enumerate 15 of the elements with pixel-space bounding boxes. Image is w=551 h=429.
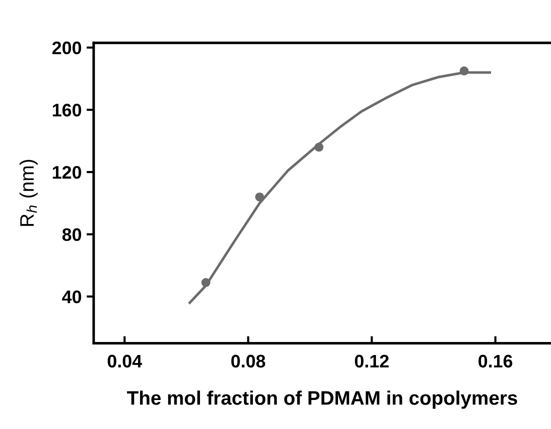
y-tick-label: 200: [52, 42, 82, 54]
x-tick-label: 0.16: [478, 354, 512, 368]
x-tick-label: 0.04: [108, 354, 142, 368]
point: [460, 66, 469, 76]
x-axis-title: The mol fraction of PDMAM in copolymers: [127, 390, 518, 409]
point: [201, 278, 210, 288]
y-tick-label: 40: [62, 290, 82, 304]
y-tick-label: 160: [52, 104, 82, 117]
x-tick-label: 0.12: [354, 354, 389, 368]
point: [255, 192, 264, 202]
point: [314, 142, 324, 152]
x-tick-label: 0.08: [231, 354, 266, 368]
y-axis-title: R$_{h}$ (nm): [20, 160, 38, 226]
y-tick-label: 80: [62, 228, 82, 242]
y-tick-label: 120: [52, 166, 82, 179]
